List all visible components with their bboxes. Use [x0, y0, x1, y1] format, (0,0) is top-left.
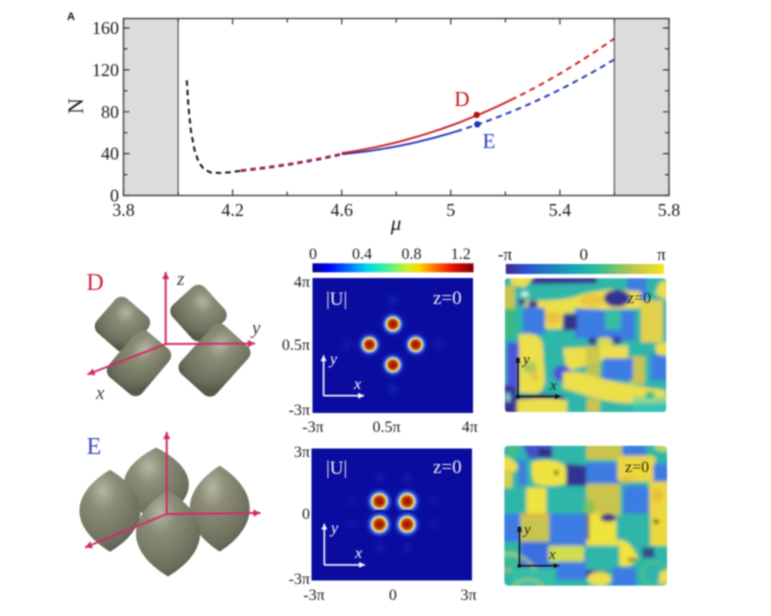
svg-text:x: x — [549, 378, 557, 394]
svg-text:0: 0 — [309, 246, 317, 263]
svg-text:4.2: 4.2 — [221, 200, 244, 220]
svg-text:120: 120 — [92, 60, 119, 80]
svg-text:N: N — [63, 98, 88, 114]
svg-text:-3π: -3π — [303, 587, 324, 604]
svg-text:0: 0 — [389, 587, 397, 604]
svg-text:z: z — [176, 269, 185, 290]
svg-text:4π: 4π — [462, 419, 478, 436]
svg-text:4.6: 4.6 — [330, 200, 353, 220]
svg-text:0.8: 0.8 — [402, 246, 422, 263]
svg-text:π: π — [657, 245, 666, 264]
svg-text:A: A — [67, 11, 75, 23]
svg-text:E: E — [87, 434, 102, 460]
svg-text:0.4: 0.4 — [352, 246, 372, 263]
svg-text:y: y — [329, 520, 339, 537]
svg-text:x: x — [95, 383, 105, 404]
svg-text:E: E — [483, 129, 496, 153]
svg-text:4π: 4π — [294, 274, 310, 291]
svg-text:3.8: 3.8 — [112, 200, 135, 220]
svg-text:-3π: -3π — [289, 571, 310, 588]
svg-text:z=0: z=0 — [627, 290, 651, 307]
svg-text:D: D — [86, 270, 103, 296]
svg-text:z=0: z=0 — [433, 288, 462, 309]
svg-text:5.4: 5.4 — [549, 200, 572, 220]
svg-text:μ: μ — [390, 211, 402, 235]
svg-text:5: 5 — [446, 200, 455, 220]
svg-text:z=0: z=0 — [433, 457, 462, 478]
svg-text:0.5π: 0.5π — [282, 337, 310, 354]
svg-text:3π: 3π — [294, 444, 310, 461]
svg-text:y: y — [250, 318, 261, 339]
svg-text:z=0: z=0 — [625, 459, 649, 476]
svg-text:3π: 3π — [461, 587, 477, 604]
svg-text:0: 0 — [110, 186, 119, 206]
svg-text:x: x — [353, 376, 361, 393]
svg-text:5.8: 5.8 — [658, 200, 681, 220]
svg-text:x: x — [548, 547, 556, 563]
svg-text:y: y — [328, 351, 338, 368]
svg-text:|U|: |U| — [326, 289, 347, 310]
svg-text:|U|: |U| — [326, 458, 347, 479]
svg-text:40: 40 — [101, 144, 119, 164]
svg-text:y: y — [521, 352, 530, 368]
svg-text:-3π: -3π — [289, 402, 310, 419]
svg-text:-3π: -3π — [302, 419, 323, 436]
svg-text:-π: -π — [498, 245, 513, 264]
svg-text:0.5π: 0.5π — [372, 419, 400, 436]
svg-text:x: x — [354, 545, 362, 562]
svg-text:1.2: 1.2 — [451, 246, 471, 263]
svg-text:y: y — [522, 522, 531, 538]
svg-text:0: 0 — [302, 506, 310, 523]
svg-text:160: 160 — [92, 18, 119, 38]
svg-text:D: D — [454, 87, 469, 111]
svg-text:0: 0 — [580, 245, 589, 264]
svg-text:80: 80 — [101, 102, 119, 122]
